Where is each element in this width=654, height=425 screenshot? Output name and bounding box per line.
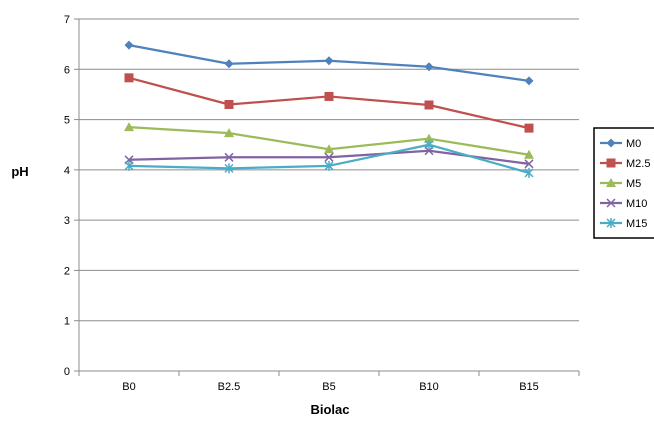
axes: 0 1 2 3 4 5 6 7 B0 B2.5 B5 B10 B15 bbox=[64, 14, 580, 393]
marker-shape bbox=[424, 133, 434, 143]
series-m0 bbox=[124, 40, 534, 86]
series-line bbox=[128, 76, 530, 130]
marker-shape bbox=[224, 128, 234, 138]
data-point bbox=[324, 160, 334, 171]
data-point bbox=[224, 152, 234, 162]
y-tick-label: 7 bbox=[64, 14, 70, 26]
y-tick-label: 0 bbox=[64, 366, 70, 378]
y-tick-label: 2 bbox=[64, 265, 70, 277]
legend-item: M5 bbox=[600, 178, 641, 190]
y-axis-title: pH bbox=[11, 164, 28, 179]
data-point bbox=[424, 100, 434, 110]
data-point bbox=[524, 123, 534, 133]
legend: M0 M2.5 M5 M10 M15 bbox=[593, 127, 654, 239]
legend-label: M2.5 bbox=[626, 158, 650, 170]
marker-shape bbox=[606, 138, 616, 148]
data-point bbox=[524, 159, 534, 169]
data-point bbox=[224, 99, 234, 109]
data-point bbox=[324, 91, 334, 101]
legend-item: M0 bbox=[600, 138, 641, 150]
legend-marker bbox=[606, 138, 616, 148]
gridlines bbox=[79, 18, 579, 322]
data-point bbox=[424, 139, 434, 150]
marker-shape bbox=[224, 152, 234, 162]
y-tick-label: 6 bbox=[64, 64, 70, 76]
marker-shape bbox=[224, 99, 234, 109]
data-point bbox=[524, 149, 534, 159]
legend-label: M5 bbox=[626, 178, 641, 190]
data-point bbox=[424, 133, 434, 143]
marker-shape bbox=[124, 73, 134, 83]
legend-marker bbox=[606, 218, 616, 228]
marker-shape bbox=[324, 56, 334, 66]
x-axis-title: Biolac bbox=[310, 402, 349, 417]
marker-shape bbox=[124, 122, 134, 132]
data-point bbox=[124, 122, 134, 132]
data-point bbox=[424, 62, 434, 72]
x-tick-label: B15 bbox=[519, 381, 539, 393]
y-tick-label: 1 bbox=[64, 316, 70, 328]
data-point bbox=[124, 40, 134, 50]
legend-marker bbox=[606, 178, 616, 187]
legend-label: M15 bbox=[626, 218, 647, 230]
marker-shape bbox=[606, 198, 616, 208]
data-point bbox=[524, 167, 534, 178]
marker-shape bbox=[524, 123, 534, 133]
series-m15 bbox=[124, 139, 534, 178]
data-point bbox=[324, 144, 334, 154]
marker-shape bbox=[524, 159, 534, 169]
data-point bbox=[124, 73, 134, 83]
marker-shape bbox=[324, 152, 334, 162]
series-m5 bbox=[124, 122, 534, 159]
y-tick-label: 4 bbox=[64, 165, 70, 177]
legend-item: M2.5 bbox=[600, 158, 650, 170]
legend-marker bbox=[606, 198, 616, 208]
legend-marker bbox=[606, 158, 616, 168]
x-tick-label: B10 bbox=[419, 381, 439, 393]
legend-item: M15 bbox=[600, 218, 647, 230]
marker-shape bbox=[124, 40, 134, 50]
series-m2-5 bbox=[124, 73, 534, 133]
marker-shape bbox=[524, 149, 534, 159]
data-point bbox=[524, 76, 534, 86]
marker-shape bbox=[606, 178, 616, 187]
x-tick-label: B0 bbox=[122, 381, 135, 393]
y-tick-label: 5 bbox=[64, 115, 70, 127]
x-tick-label: B5 bbox=[322, 381, 335, 393]
marker-shape bbox=[324, 144, 334, 154]
legend-label: M0 bbox=[626, 138, 641, 150]
series-group bbox=[124, 40, 534, 178]
marker-shape bbox=[524, 76, 534, 86]
marker-shape bbox=[224, 59, 234, 69]
data-point bbox=[224, 128, 234, 138]
data-point bbox=[324, 56, 334, 66]
marker-shape bbox=[324, 91, 334, 101]
data-point bbox=[124, 160, 134, 171]
marker-shape bbox=[606, 158, 616, 168]
marker-shape bbox=[424, 100, 434, 110]
data-point bbox=[224, 163, 234, 174]
marker-shape bbox=[424, 62, 434, 72]
x-tick-label: B2.5 bbox=[218, 381, 241, 393]
legend-item: M10 bbox=[600, 198, 647, 210]
data-point bbox=[324, 152, 334, 162]
y-tick-label: 3 bbox=[64, 215, 70, 227]
data-point bbox=[224, 59, 234, 69]
legend-label: M10 bbox=[626, 198, 647, 210]
